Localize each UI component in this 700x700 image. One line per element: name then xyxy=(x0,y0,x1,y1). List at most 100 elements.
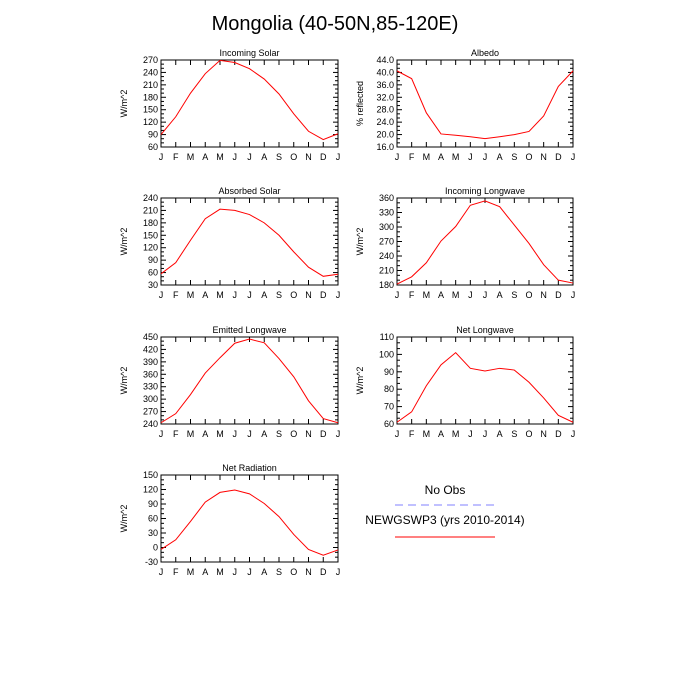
series-line-incoming-longwave xyxy=(396,200,574,285)
x-tick-label-emitted-longwave: J xyxy=(247,429,252,439)
series-line-absorbed-solar xyxy=(160,208,339,277)
x-tick-label-net-longwave: J xyxy=(483,429,488,439)
x-tick-label-absorbed-solar: F xyxy=(173,290,179,300)
y-tick-label-absorbed-solar: 210 xyxy=(143,205,158,215)
y-tick-label-incoming-solar: 150 xyxy=(143,105,158,115)
y-tick-label-net-longwave: 100 xyxy=(379,349,394,359)
x-tick-label-emitted-longwave: J xyxy=(159,429,164,439)
x-tick-label-incoming-longwave: F xyxy=(409,290,415,300)
y-tick-label-absorbed-solar: 30 xyxy=(148,280,158,290)
x-tick-label-incoming-longwave: J xyxy=(483,290,488,300)
x-tick-label-net-longwave: M xyxy=(423,429,431,439)
panel-title-incoming-solar: Incoming Solar xyxy=(219,48,279,58)
y-tick-label-albedo: 20.0 xyxy=(376,130,394,140)
x-tick-label-incoming-solar: J xyxy=(247,152,252,162)
x-tick-label-absorbed-solar: D xyxy=(320,290,327,300)
x-tick-label-net-longwave: F xyxy=(409,429,415,439)
panel-title-albedo: Albedo xyxy=(471,48,499,58)
x-tick-label-absorbed-solar: O xyxy=(290,290,297,300)
y-tick-label-incoming-longwave: 360 xyxy=(379,193,394,203)
y-axis-label-net-longwave: W/m^2 xyxy=(355,367,365,395)
x-tick-label-albedo: J xyxy=(483,152,488,162)
y-tick-label-emitted-longwave: 450 xyxy=(143,332,158,342)
y-tick-label-net-longwave: 90 xyxy=(384,367,394,377)
y-tick-label-net-longwave: 80 xyxy=(384,384,394,394)
x-tick-label-emitted-longwave: M xyxy=(187,429,195,439)
plot-frame-net-longwave xyxy=(396,336,574,425)
panel-title-emitted-longwave: Emitted Longwave xyxy=(212,325,286,335)
x-tick-label-net-longwave: S xyxy=(511,429,517,439)
y-tick-label-net-longwave: 70 xyxy=(384,402,394,412)
x-tick-label-absorbed-solar: J xyxy=(247,290,252,300)
y-tick-label-incoming-solar: 180 xyxy=(143,92,158,102)
x-tick-label-incoming-longwave: A xyxy=(497,290,503,300)
x-tick-label-absorbed-solar: A xyxy=(202,290,208,300)
x-tick-label-net-radiation: S xyxy=(276,567,282,577)
x-tick-label-net-radiation: J xyxy=(336,567,341,577)
y-tick-label-net-radiation: 120 xyxy=(143,485,158,495)
x-tick-label-absorbed-solar: N xyxy=(305,290,312,300)
y-tick-label-net-longwave: 110 xyxy=(380,332,394,342)
y-tick-label-albedo: 28.0 xyxy=(376,105,394,115)
series-line-net-radiation xyxy=(160,489,339,556)
x-tick-label-emitted-longwave: J xyxy=(233,429,238,439)
x-tick-label-net-longwave: O xyxy=(525,429,532,439)
x-tick-label-net-radiation: M xyxy=(216,567,224,577)
y-tick-label-emitted-longwave: 270 xyxy=(143,407,158,417)
x-tick-label-incoming-longwave: S xyxy=(511,290,517,300)
x-tick-label-emitted-longwave: A xyxy=(202,429,208,439)
x-tick-label-emitted-longwave: O xyxy=(290,429,297,439)
y-tick-label-net-radiation: 90 xyxy=(148,499,158,509)
y-tick-label-incoming-longwave: 300 xyxy=(379,222,394,232)
x-tick-label-albedo: J xyxy=(468,152,473,162)
x-tick-label-incoming-longwave: J xyxy=(395,290,400,300)
x-tick-label-emitted-longwave: D xyxy=(320,429,327,439)
x-tick-label-incoming-longwave: N xyxy=(540,290,547,300)
y-tick-label-net-radiation: -30 xyxy=(145,557,158,567)
x-tick-label-albedo: M xyxy=(452,152,460,162)
y-tick-label-absorbed-solar: 180 xyxy=(143,218,158,228)
x-tick-label-net-radiation: J xyxy=(233,567,238,577)
y-tick-label-net-longwave: 60 xyxy=(384,419,394,429)
y-tick-label-emitted-longwave: 420 xyxy=(143,344,158,354)
x-tick-label-absorbed-solar: J xyxy=(336,290,341,300)
y-tick-label-incoming-solar: 270 xyxy=(143,55,158,65)
x-tick-label-albedo: M xyxy=(423,152,431,162)
y-tick-label-albedo: 32.0 xyxy=(376,92,394,102)
y-axis-label-emitted-longwave: W/m^2 xyxy=(119,367,129,395)
x-tick-label-net-longwave: A xyxy=(438,429,444,439)
x-tick-label-emitted-longwave: M xyxy=(216,429,224,439)
series-line-albedo xyxy=(396,70,574,140)
x-tick-label-incoming-longwave: O xyxy=(525,290,532,300)
x-tick-label-emitted-longwave: J xyxy=(336,429,341,439)
y-tick-label-emitted-longwave: 360 xyxy=(143,369,158,379)
x-tick-label-incoming-longwave: M xyxy=(423,290,431,300)
plot-frame-incoming-longwave xyxy=(396,197,574,286)
legend-label-model: NEWGSWP3 (yrs 2010-2014) xyxy=(365,513,524,527)
y-tick-label-albedo: 24.0 xyxy=(376,117,394,127)
y-tick-label-incoming-solar: 90 xyxy=(148,130,158,140)
x-tick-label-net-radiation: M xyxy=(187,567,195,577)
x-tick-label-net-longwave: M xyxy=(452,429,460,439)
y-tick-label-incoming-solar: 240 xyxy=(143,67,158,77)
x-tick-label-absorbed-solar: M xyxy=(187,290,195,300)
panel-title-net-longwave: Net Longwave xyxy=(456,325,514,335)
y-tick-label-incoming-solar: 60 xyxy=(148,142,158,152)
x-tick-label-net-radiation: D xyxy=(320,567,327,577)
plot-frame-net-radiation xyxy=(160,474,339,563)
x-tick-label-net-radiation: A xyxy=(202,567,208,577)
x-tick-label-incoming-solar: A xyxy=(202,152,208,162)
x-tick-label-absorbed-solar: S xyxy=(276,290,282,300)
legend-label-no-obs: No Obs xyxy=(425,483,466,497)
y-tick-label-incoming-longwave: 210 xyxy=(379,266,394,276)
x-tick-label-albedo: J xyxy=(395,152,400,162)
x-tick-label-incoming-solar: N xyxy=(305,152,312,162)
plot-frame-incoming-solar xyxy=(160,59,339,148)
series-line-net-longwave xyxy=(396,351,574,423)
y-tick-label-albedo: 36.0 xyxy=(376,80,394,90)
plot-frame-emitted-longwave xyxy=(160,336,339,425)
x-tick-label-net-radiation: N xyxy=(305,567,312,577)
